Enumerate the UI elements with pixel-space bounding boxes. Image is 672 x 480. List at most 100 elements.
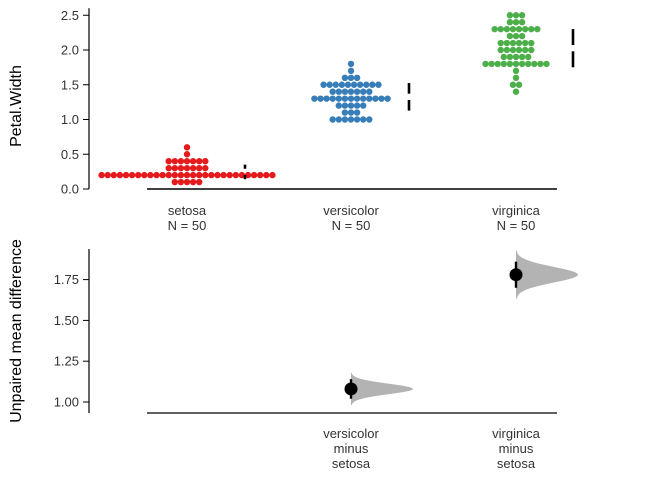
swarm-point: [214, 171, 221, 179]
swarm-point: [537, 60, 544, 68]
category-label: virginica: [492, 203, 540, 218]
y-tick-label: 1.0: [61, 112, 79, 127]
y-tick-label: 1.50: [54, 313, 79, 328]
swarm-point: [135, 171, 142, 179]
swarm-point: [515, 39, 523, 47]
swarm-point: [521, 39, 529, 47]
swarm-point: [335, 88, 342, 95]
bottom-y-ticks: 1.00 1.25 1.50 1.75: [54, 272, 89, 410]
swarm-point: [189, 171, 197, 179]
swarm-point: [341, 88, 349, 95]
effect-sizes: [344, 250, 578, 406]
swarm-point: [177, 164, 185, 172]
swarm-point: [341, 116, 349, 123]
comparison-label: minus: [334, 441, 369, 456]
swarm-point: [512, 74, 520, 82]
swarm-point: [347, 74, 355, 82]
swarm-point: [525, 60, 532, 68]
swarm-point: [171, 164, 178, 172]
swarm-point: [232, 171, 239, 179]
y-tick-label: 1.25: [54, 354, 79, 369]
swarm-point: [323, 95, 330, 102]
swarm-point: [220, 171, 227, 179]
swarm-point: [512, 53, 520, 61]
swarm-point: [177, 158, 185, 165]
swarm-point: [363, 81, 370, 88]
swarm-point: [183, 164, 191, 172]
category-label: versicolor: [323, 203, 379, 218]
swarm-point: [335, 102, 342, 109]
comparison-label: setosa: [497, 456, 536, 471]
comparison-label: minus: [499, 441, 534, 456]
swarm-point: [341, 102, 349, 109]
swarm-point: [344, 81, 352, 88]
swarm-point: [525, 53, 532, 61]
swarm-point: [177, 171, 185, 179]
swarm-point: [202, 158, 209, 165]
swarm-point: [512, 88, 520, 95]
comparison-label: virginica: [492, 426, 540, 441]
swarm-point: [202, 164, 209, 172]
swarm-point: [350, 81, 358, 88]
top-y-axis-title: Petal.Width: [8, 65, 25, 147]
bottom-y-axis-title: Unpaired mean difference: [8, 239, 25, 423]
bottom-comparison-labels: versicolorminussetosavirginicaminussetos…: [323, 426, 540, 471]
swarm-point: [317, 95, 324, 102]
swarm-point: [506, 60, 514, 68]
swarm-point: [378, 95, 385, 102]
swarm-point: [189, 164, 197, 172]
swarm-point: [226, 171, 233, 179]
mean-difference-point: [344, 382, 358, 396]
swarm-point: [165, 171, 172, 179]
swarm-point: [356, 81, 364, 88]
swarm-point: [494, 60, 501, 68]
y-tick-label: 2.5: [61, 8, 79, 23]
swarm-point: [269, 171, 276, 179]
swarm-point: [372, 95, 379, 102]
category-n-label: N = 50: [168, 218, 207, 233]
swarm-point: [341, 74, 349, 82]
swarm-point: [311, 95, 318, 102]
swarm-point: [497, 46, 504, 54]
swarm-point: [509, 81, 517, 88]
swarm-point: [515, 46, 523, 54]
swarm-point: [122, 171, 130, 179]
y-tick-label: 1.75: [54, 272, 79, 287]
swarm-point: [183, 151, 191, 158]
swarm-point: [500, 53, 507, 61]
swarm-point: [250, 171, 258, 179]
bootstrap-distribution: [516, 250, 578, 300]
swarm-point: [329, 88, 336, 95]
swarm-point: [512, 19, 520, 26]
swarm-point: [263, 171, 270, 179]
swarm-point: [153, 171, 160, 179]
swarm-point: [360, 116, 367, 123]
swarm-point: [116, 171, 124, 179]
swarm-point: [518, 53, 526, 61]
swarm-point: [238, 171, 246, 179]
swarm-point: [512, 67, 520, 75]
swarm-point: [189, 158, 197, 165]
swarm-point: [503, 39, 511, 47]
swarm-point: [147, 171, 154, 179]
swarm-point: [347, 60, 355, 68]
swarm-point: [521, 46, 529, 54]
swarm-point: [515, 81, 523, 88]
swarm-point: [366, 95, 373, 102]
swarm-point: [332, 81, 339, 88]
y-tick-label: 2.0: [61, 43, 79, 58]
y-tick-label: 1.5: [61, 77, 79, 92]
swarm-point: [98, 171, 105, 179]
swarm-point: [341, 109, 349, 116]
swarm-point: [329, 116, 336, 123]
swarm-point: [360, 88, 367, 95]
mean-difference-point: [509, 268, 523, 282]
swarm-point: [369, 81, 376, 88]
swarm-point: [531, 60, 538, 68]
swarm-point: [165, 164, 172, 172]
swarm-point: [534, 25, 541, 33]
top-y-ticks: 0.0 0.5 1.0 1.5 2.0 2.5: [61, 8, 89, 197]
